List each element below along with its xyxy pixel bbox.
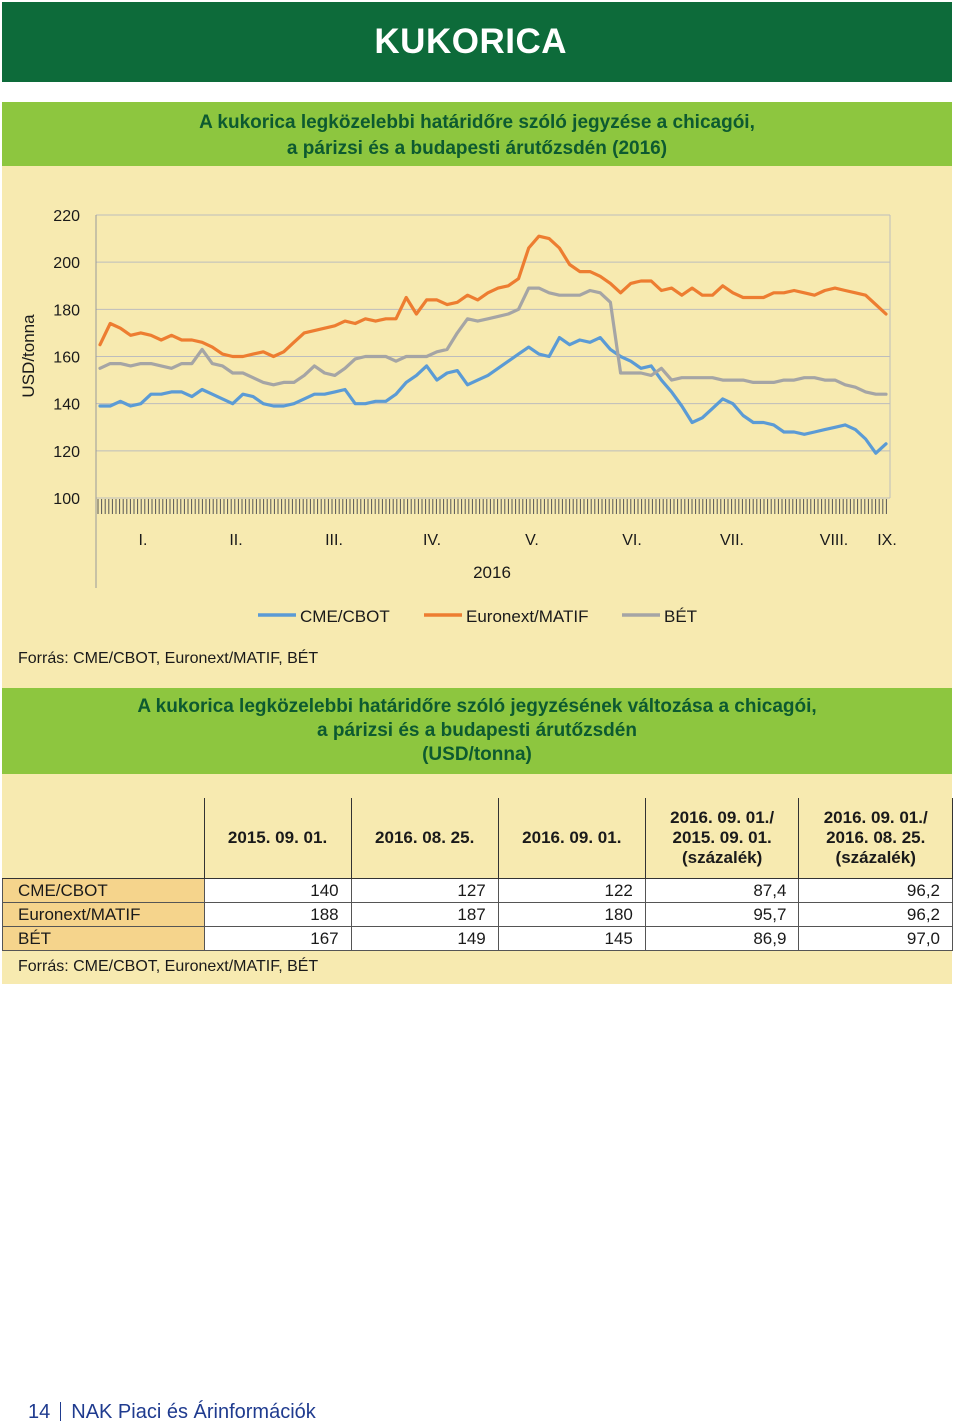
table-header-row: 2015. 09. 01. 2016. 08. 25. 2016. 09. 01…: [2, 798, 953, 879]
x-axis-label: 2016: [473, 563, 511, 582]
header-bar: KUKORICA: [2, 2, 952, 82]
y-tick-label: 140: [53, 397, 80, 414]
table-cell: 96,2: [798, 902, 953, 927]
col-header-wow-line-2: 2016. 08. 25.: [826, 828, 926, 847]
legend-label: Euronext/MATIF: [466, 607, 589, 626]
x-month-label: VIII.: [820, 532, 848, 549]
series-line-cme-cbot: [98, 336, 888, 455]
chart-gridlines: [95, 214, 891, 588]
chart-series: [98, 234, 888, 455]
table-row: BÉT 167 149 145 86,9 97,0: [2, 926, 953, 951]
col-header-wow-line-1: 2016. 09. 01./: [823, 808, 928, 827]
page-footer: 14 NAK Piaci és Árinformációk: [28, 1401, 316, 1424]
x-month-label: VI.: [622, 532, 642, 549]
table-cell: 122: [497, 878, 646, 903]
chart-title-line-1: A kukorica legközelebbi határidőre szóló…: [199, 112, 755, 133]
table-cell: 96,2: [798, 878, 953, 903]
table-title-line-3: (USD/tonna): [422, 744, 532, 765]
col-header-wow-percent: 2016. 09. 01./ 2016. 08. 25. (százalék): [798, 798, 953, 879]
y-tick-label: 180: [53, 302, 80, 319]
table-cell: 127: [350, 878, 499, 903]
series-line-b-t: [98, 286, 888, 396]
x-month-label: I.: [139, 532, 148, 549]
col-header-yoy-line-2: 2015. 09. 01.: [672, 828, 772, 847]
table-row: Euronext/MATIF 188 187 180 95,7 96,2: [2, 902, 953, 927]
y-tick-label: 120: [53, 444, 80, 461]
row-label: BÉT: [2, 926, 205, 951]
publication-name: NAK Piaci és Árinformációk: [71, 1401, 316, 1423]
x-month-label: III.: [325, 532, 343, 549]
table-cell: 87,4: [644, 878, 800, 903]
table-title-band: A kukorica legközelebbi határidőre szóló…: [2, 688, 952, 774]
table-title-line-2: a párizsi és a budapesti árutőzsdén: [317, 720, 637, 741]
col-header-yoy-percent: 2016. 09. 01./ 2015. 09. 01. (százalék): [645, 798, 800, 879]
table-cell: 180: [497, 902, 646, 927]
col-header-2015-09-01: 2015. 09. 01.: [204, 798, 352, 879]
y-tick-label: 100: [53, 491, 80, 508]
table-title-line-1: A kukorica legközelebbi határidőre szóló…: [137, 696, 817, 717]
row-label: CME/CBOT: [2, 878, 205, 903]
chart-source-note: Forrás: CME/CBOT, Euronext/MATIF, BÉT: [18, 650, 319, 667]
table-cell: 97,0: [798, 926, 953, 951]
y-tick-label: 200: [53, 255, 80, 272]
table-cell: 167: [203, 926, 352, 951]
col-header-2016-09-01: 2016. 09. 01.: [498, 798, 646, 879]
col-header-yoy-line-1: 2016. 09. 01./: [670, 808, 775, 827]
page-number: 14: [28, 1401, 51, 1423]
x-month-label: VII.: [720, 532, 744, 549]
col-header-2016-08-25: 2016. 08. 25.: [351, 798, 499, 879]
x-month-label: IX.: [877, 532, 897, 549]
col-header-wow-line-3: (százalék): [835, 848, 916, 867]
chart-title-band: A kukorica legközelebbi határidőre szóló…: [2, 102, 952, 166]
table-cell: 145: [497, 926, 646, 951]
series-line-euronext-matif: [98, 234, 888, 359]
x-month-label: V.: [525, 532, 539, 549]
table-cell: 149: [350, 926, 499, 951]
table-cell: 187: [350, 902, 499, 927]
x-month-label: IV.: [423, 532, 441, 549]
table-cell: 95,7: [644, 902, 800, 927]
table-cell: 188: [203, 902, 352, 927]
footer-divider: [60, 1402, 62, 1421]
legend-label: CME/CBOT: [300, 607, 390, 626]
table-cell: 140: [203, 878, 352, 903]
table-source-note: Forrás: CME/CBOT, Euronext/MATIF, BÉT: [18, 958, 319, 975]
table-header-corner: [2, 798, 205, 879]
y-axis-label: USD/tonna: [19, 314, 38, 398]
table-cell: 86,9: [644, 926, 800, 951]
y-tick-label: 220: [53, 208, 80, 225]
col-header-yoy-line-3: (százalék): [681, 848, 763, 867]
x-month-label: II.: [229, 532, 242, 549]
table-row: CME/CBOT 140 127 122 87,4 96,2: [2, 878, 953, 903]
chart-legend: CME/CBOT Euronext/MATIF BÉT: [258, 607, 697, 626]
legend-label: BÉT: [664, 607, 697, 626]
price-line-chart: 100 120 140 160 180 200 220 I. II. III. IV. V. VI. V…: [19, 208, 897, 626]
chart-title-line-2: a párizsi és a budapesti árutőzsdén (201…: [286, 138, 668, 159]
y-tick-labels: 100 120 140 160 180 200 220: [53, 208, 80, 508]
row-label: Euronext/MATIF: [2, 902, 205, 927]
x-axis: I. II. III. IV. V. VI. VII. VIII. IX.: [97, 499, 897, 549]
page-title: KUKORICA: [374, 22, 567, 61]
y-tick-label: 160: [53, 350, 80, 367]
price-change-table: 2015. 09. 01. 2016. 08. 25. 2016. 09. 01…: [2, 798, 953, 951]
